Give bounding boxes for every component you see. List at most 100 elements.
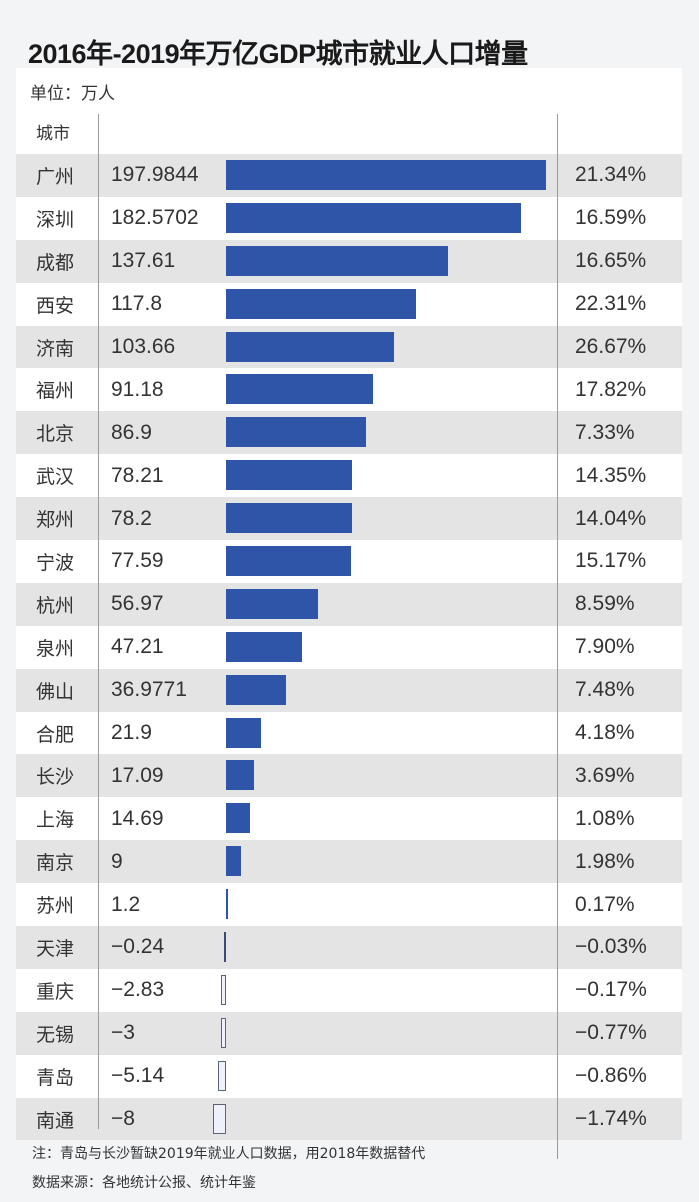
bar-positive xyxy=(226,760,254,791)
increase-value: −5.14 xyxy=(111,1064,165,1088)
growth-percent: 7.33% xyxy=(575,420,635,444)
growth-percent: −0.03% xyxy=(575,935,647,959)
table-row: 西安 117.8 22.31% xyxy=(16,283,682,326)
increase-value: 77.59 xyxy=(111,549,164,573)
unit-label: 单位：万人 xyxy=(30,84,115,104)
growth-percent: −0.77% xyxy=(575,1021,647,1045)
growth-percent: −0.17% xyxy=(575,978,647,1002)
growth-percent: 7.48% xyxy=(575,678,635,702)
city-name: 长沙 xyxy=(36,766,75,789)
bar-positive xyxy=(226,889,228,920)
table-row: 无锡 −3 −0.77% xyxy=(16,1011,682,1055)
growth-percent: −0.86% xyxy=(575,1064,647,1088)
city-name: 成都 xyxy=(36,251,75,274)
growth-percent: 14.04% xyxy=(575,506,647,530)
increase-value: 137.61 xyxy=(111,249,176,273)
divider-right xyxy=(557,114,558,1159)
city-name: 苏州 xyxy=(36,895,75,918)
bar-positive xyxy=(226,803,250,834)
city-name: 北京 xyxy=(36,423,75,446)
city-name: 福州 xyxy=(36,380,75,403)
city-name: 济南 xyxy=(36,337,75,360)
city-name: 青岛 xyxy=(36,1066,75,1089)
city-name: 佛山 xyxy=(36,680,75,703)
growth-percent: 1.98% xyxy=(575,849,635,873)
increase-value: 78.2 xyxy=(111,506,152,530)
table-row: 北京 86.9 7.33% xyxy=(16,411,682,455)
data-table: 广州 197.9844 21.34% 深圳 182.5702 16.59% 成都 137.61… xyxy=(16,154,682,1141)
city-name: 武汉 xyxy=(36,466,75,489)
city-name: 郑州 xyxy=(36,509,75,532)
growth-percent: 16.59% xyxy=(575,206,647,230)
increase-value: 21.9 xyxy=(111,721,152,745)
table-row: 武汉 78.21 14.35% xyxy=(16,454,682,497)
city-name: 合肥 xyxy=(36,723,75,746)
growth-percent: 8.59% xyxy=(575,592,635,616)
city-name: 南通 xyxy=(36,1109,75,1132)
city-name: 无锡 xyxy=(36,1023,75,1046)
bar-positive xyxy=(226,331,394,362)
table-row: 南通 −8 −1.74% xyxy=(16,1097,682,1141)
table-row: 深圳 182.5702 16.59% xyxy=(16,197,682,240)
data-source: 数据来源：各地统计公报、统计年鉴 xyxy=(32,1175,256,1191)
growth-percent: 26.67% xyxy=(575,335,647,358)
increase-value: 91.18 xyxy=(111,377,164,401)
increase-value: 56.97 xyxy=(111,592,164,616)
table-row: 成都 137.61 16.65% xyxy=(16,239,682,283)
table-row: 广州 197.9844 21.34% xyxy=(16,154,682,197)
chart-title: 2016年-2019年万亿GDP城市就业人口增量 xyxy=(28,39,528,69)
growth-percent: 3.69% xyxy=(575,763,635,787)
growth-percent: −1.74% xyxy=(575,1107,647,1131)
city-name: 西安 xyxy=(36,294,75,317)
city-name: 南京 xyxy=(36,852,75,875)
bar-positive xyxy=(226,374,374,405)
table-row: 宁波 77.59 15.17% xyxy=(16,540,682,583)
increase-value: 197.9844 xyxy=(111,163,199,187)
increase-value: 117.8 xyxy=(111,292,162,316)
table-row: 重庆 −2.83 −0.17% xyxy=(16,969,682,1012)
increase-value: 86.9 xyxy=(111,420,152,444)
bar-positive xyxy=(226,160,546,190)
growth-percent: 17.82% xyxy=(575,377,647,401)
bar-negative xyxy=(224,932,226,963)
increase-value: 78.21 xyxy=(111,463,164,487)
city-column-header: 城市 xyxy=(36,124,70,144)
table-row: 长沙 17.09 3.69% xyxy=(16,754,682,798)
increase-value: 9 xyxy=(111,849,123,873)
city-name: 重庆 xyxy=(36,980,75,1003)
increase-value: −2.83 xyxy=(111,978,165,1002)
city-name: 宁波 xyxy=(36,551,75,574)
table-row: 合肥 21.9 4.18% xyxy=(16,712,682,755)
increase-value: 182.5702 xyxy=(111,206,199,230)
growth-percent: 4.18% xyxy=(575,721,635,745)
increase-value: 36.9771 xyxy=(111,678,187,702)
table-row: 郑州 78.2 14.04% xyxy=(16,497,682,541)
city-name: 上海 xyxy=(36,809,75,832)
city-name: 深圳 xyxy=(36,208,75,231)
divider-left xyxy=(98,114,99,1129)
growth-percent: 22.31% xyxy=(575,292,647,316)
city-name: 泉州 xyxy=(36,637,75,660)
table-row: 南京 9 1.98% xyxy=(16,840,682,884)
growth-percent: 7.90% xyxy=(575,635,635,659)
bar-positive xyxy=(226,588,319,619)
table-row: 青岛 −5.14 −0.86% xyxy=(16,1055,682,1098)
bar-positive xyxy=(226,202,522,233)
increase-value: 47.21 xyxy=(111,635,164,659)
bar-positive xyxy=(226,631,303,662)
bar-negative xyxy=(213,1103,226,1134)
bar-positive xyxy=(226,846,241,877)
increase-value: −3 xyxy=(111,1021,135,1045)
table-row: 天津 −0.24 −0.03% xyxy=(16,926,682,969)
bar-negative xyxy=(217,1060,226,1091)
bar-negative xyxy=(221,974,226,1005)
table-row: 佛山 36.9771 7.48% xyxy=(16,668,682,712)
bar-positive xyxy=(226,546,352,577)
footnote: 注：青岛与长沙暂缺2019年就业人口数据，用2018年数据替代 xyxy=(32,1146,426,1162)
bar-positive xyxy=(226,460,353,491)
table-row: 泉州 47.21 7.90% xyxy=(16,626,682,669)
city-name: 广州 xyxy=(36,165,75,188)
growth-percent: 0.17% xyxy=(575,892,635,916)
increase-value: 103.66 xyxy=(111,335,176,358)
table-row: 杭州 56.97 8.59% xyxy=(16,582,682,626)
